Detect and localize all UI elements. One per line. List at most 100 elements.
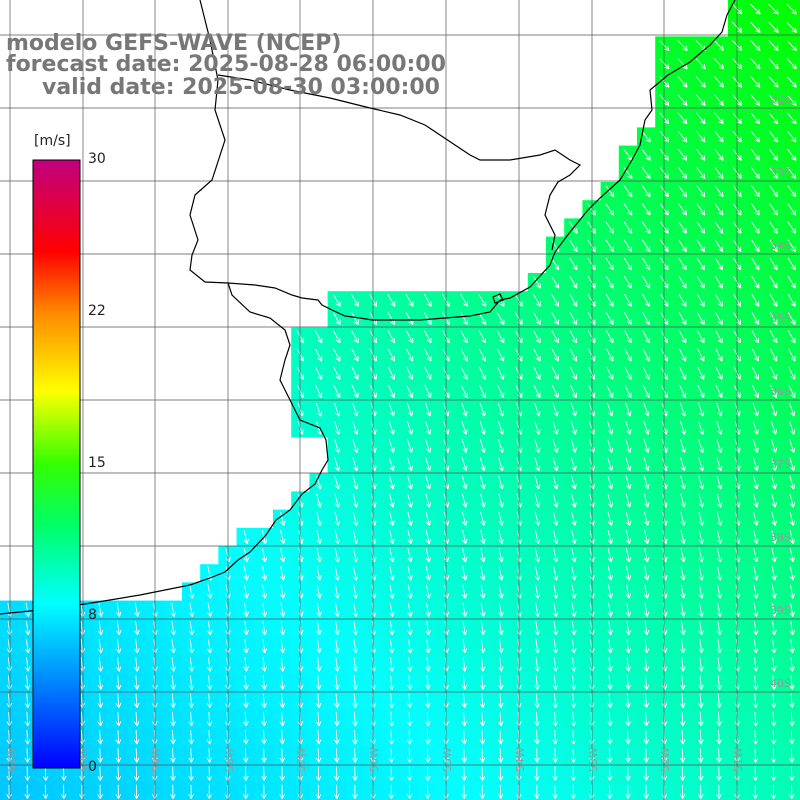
wind-arrow <box>787 148 797 161</box>
wind-arrow <box>314 348 323 362</box>
wind-arrow <box>771 457 777 472</box>
wind-arrow <box>716 602 723 617</box>
wind-arrow <box>623 275 632 289</box>
wind-arrow <box>388 475 395 490</box>
wind-cell <box>782 54 800 74</box>
lon-label: 52W <box>659 747 672 772</box>
wind-arrow <box>333 784 340 799</box>
wind-arrow <box>498 639 504 654</box>
wind-arrow <box>716 693 722 708</box>
wind-arrow <box>133 711 140 727</box>
wind-arrow <box>479 730 486 745</box>
wind-arrow <box>716 711 722 727</box>
wind-arrow <box>607 711 613 727</box>
wind-arrow <box>642 312 650 325</box>
wind-arrow <box>625 457 632 472</box>
wind-arrow <box>678 239 687 252</box>
wind-arrow <box>315 766 322 781</box>
wind-arrow <box>387 293 396 307</box>
wind-arrow <box>643 439 650 453</box>
wind-arrow <box>624 312 632 325</box>
wind-arrow <box>680 584 686 599</box>
wind-arrow <box>753 584 759 599</box>
wind-arrow <box>42 766 49 781</box>
wind-arrow <box>552 657 559 672</box>
forecast-date: forecast date: 2025-08-28 06:00:00 <box>6 52 446 77</box>
wind-arrow <box>589 511 595 526</box>
wind-arrow <box>461 566 468 581</box>
wind-arrow <box>789 657 795 672</box>
wind-arrow <box>698 711 704 727</box>
wind-arrow <box>698 620 704 636</box>
wind-arrow <box>605 293 614 307</box>
wind-arrow <box>334 475 341 490</box>
wind-arrow <box>552 420 559 435</box>
wind-arrow <box>551 366 559 380</box>
wind-arrow <box>425 493 432 508</box>
wind-arrow <box>642 275 651 289</box>
wind-cell <box>782 36 800 56</box>
wind-arrow <box>713 76 724 88</box>
wind-arrow <box>716 420 723 435</box>
wind-arrow <box>607 675 613 690</box>
wind-arrow <box>698 493 705 508</box>
wind-arrow <box>698 730 704 745</box>
wind-arrow <box>424 784 431 799</box>
wind-arrow <box>750 148 760 161</box>
wind-arrow <box>697 366 705 380</box>
wind-arrow <box>789 730 795 745</box>
wind-arrow <box>715 348 723 362</box>
wind-arrow <box>605 239 614 252</box>
wind-arrow <box>589 529 595 544</box>
lon-label: 54W <box>514 747 527 772</box>
wind-arrow <box>768 3 779 15</box>
wind-arrow <box>787 257 796 271</box>
wind-arrow <box>188 748 195 763</box>
wind-arrow <box>24 675 31 690</box>
wind-arrow <box>607 602 613 617</box>
wind-arrow <box>680 493 686 508</box>
wind-arrow <box>352 457 359 472</box>
wind-arrow <box>789 602 795 617</box>
wind-arrow <box>607 457 614 472</box>
wind-arrow <box>352 566 359 581</box>
wind-arrow <box>677 94 688 106</box>
wind-arrow <box>498 457 504 472</box>
wind-arrow <box>461 402 468 417</box>
wind-arrow <box>24 730 31 745</box>
wind-arrow <box>587 275 596 289</box>
wind-arrow <box>406 711 413 727</box>
wind-arrow <box>206 711 213 727</box>
wind-arrow <box>696 130 706 143</box>
wind-arrow <box>134 602 140 617</box>
wind-arrow <box>642 348 650 362</box>
wind-arrow <box>461 548 468 563</box>
wind-arrow <box>698 511 705 526</box>
wind-arrow <box>695 58 706 70</box>
wind-arrow <box>461 693 468 708</box>
wind-arrow <box>552 784 558 799</box>
wind-arrow <box>641 203 651 216</box>
wind-arrow <box>115 730 122 745</box>
wind-arrow <box>405 348 414 362</box>
wind-arrow <box>678 293 687 307</box>
wind-arrow <box>462 529 468 544</box>
wind-arrow <box>569 330 578 344</box>
wind-arrow <box>680 639 686 654</box>
wind-arrow <box>388 402 395 417</box>
wind-arrow <box>352 602 359 617</box>
wind-arrow <box>425 693 431 708</box>
wind-arrow <box>406 439 414 453</box>
wind-arrow <box>570 693 577 708</box>
wind-arrow <box>716 475 723 490</box>
wind-arrow <box>334 511 341 526</box>
wind-arrow <box>789 566 796 581</box>
wind-arrow <box>24 748 31 763</box>
wind-arrow <box>533 293 541 307</box>
wind-arrow <box>716 457 723 472</box>
wind-arrow <box>334 657 340 672</box>
wind-arrow <box>425 602 431 617</box>
wind-arrow <box>552 639 559 654</box>
wind-cell <box>782 291 800 310</box>
wind-arrow <box>642 366 650 380</box>
